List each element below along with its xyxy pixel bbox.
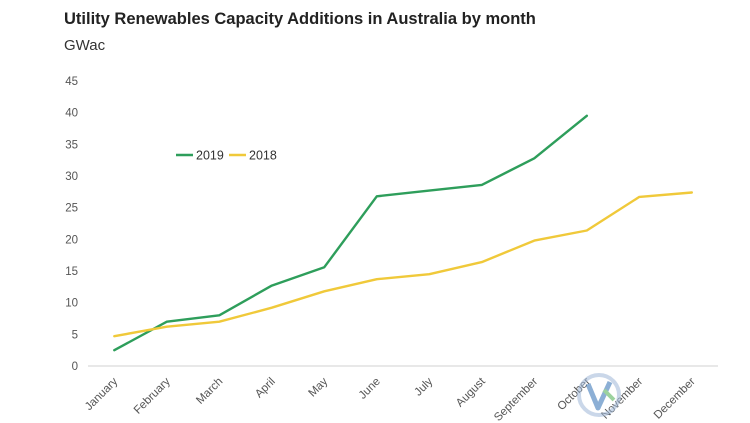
series-lines bbox=[113, 114, 693, 352]
x-tick-label: January bbox=[83, 375, 121, 413]
y-tick-label: 45 bbox=[65, 76, 78, 88]
x-tick-label: June bbox=[357, 376, 383, 402]
x-tick-label: April bbox=[253, 376, 278, 401]
legend-label-2019: 2019 bbox=[196, 149, 224, 163]
y-tick-label: 0 bbox=[72, 361, 78, 373]
y-tick-label: 15 bbox=[65, 266, 78, 278]
y-tick-label: 35 bbox=[65, 139, 78, 151]
y-tick-label: 30 bbox=[65, 171, 78, 183]
series-line-2019 bbox=[113, 114, 588, 352]
x-tick-label: May bbox=[307, 375, 331, 399]
x-tick-label: September bbox=[492, 376, 540, 423]
x-tick-label: March bbox=[194, 376, 225, 407]
chart-title: Utility Renewables Capacity Additions in… bbox=[64, 10, 536, 28]
y-tick-label: 10 bbox=[65, 298, 78, 310]
x-tick-label: December bbox=[652, 376, 698, 422]
x-tick-label: February bbox=[132, 375, 173, 416]
series-line-2018 bbox=[113, 191, 693, 338]
x-tick-label: July bbox=[412, 375, 435, 398]
legend: 2019 2018 bbox=[176, 149, 277, 163]
x-tick-label: August bbox=[454, 375, 488, 409]
unit-label: GWac bbox=[64, 37, 106, 54]
y-tick-label: 20 bbox=[65, 234, 78, 246]
y-tick-label: 25 bbox=[65, 203, 78, 215]
y-tick-label: 5 bbox=[72, 329, 78, 341]
legend-label-2018: 2018 bbox=[249, 149, 277, 163]
y-tick-label: 40 bbox=[65, 108, 78, 120]
watermark-logo-icon bbox=[577, 373, 621, 417]
y-axis-ticks: 0 5 10 15 20 25 30 35 40 45 bbox=[65, 76, 78, 373]
